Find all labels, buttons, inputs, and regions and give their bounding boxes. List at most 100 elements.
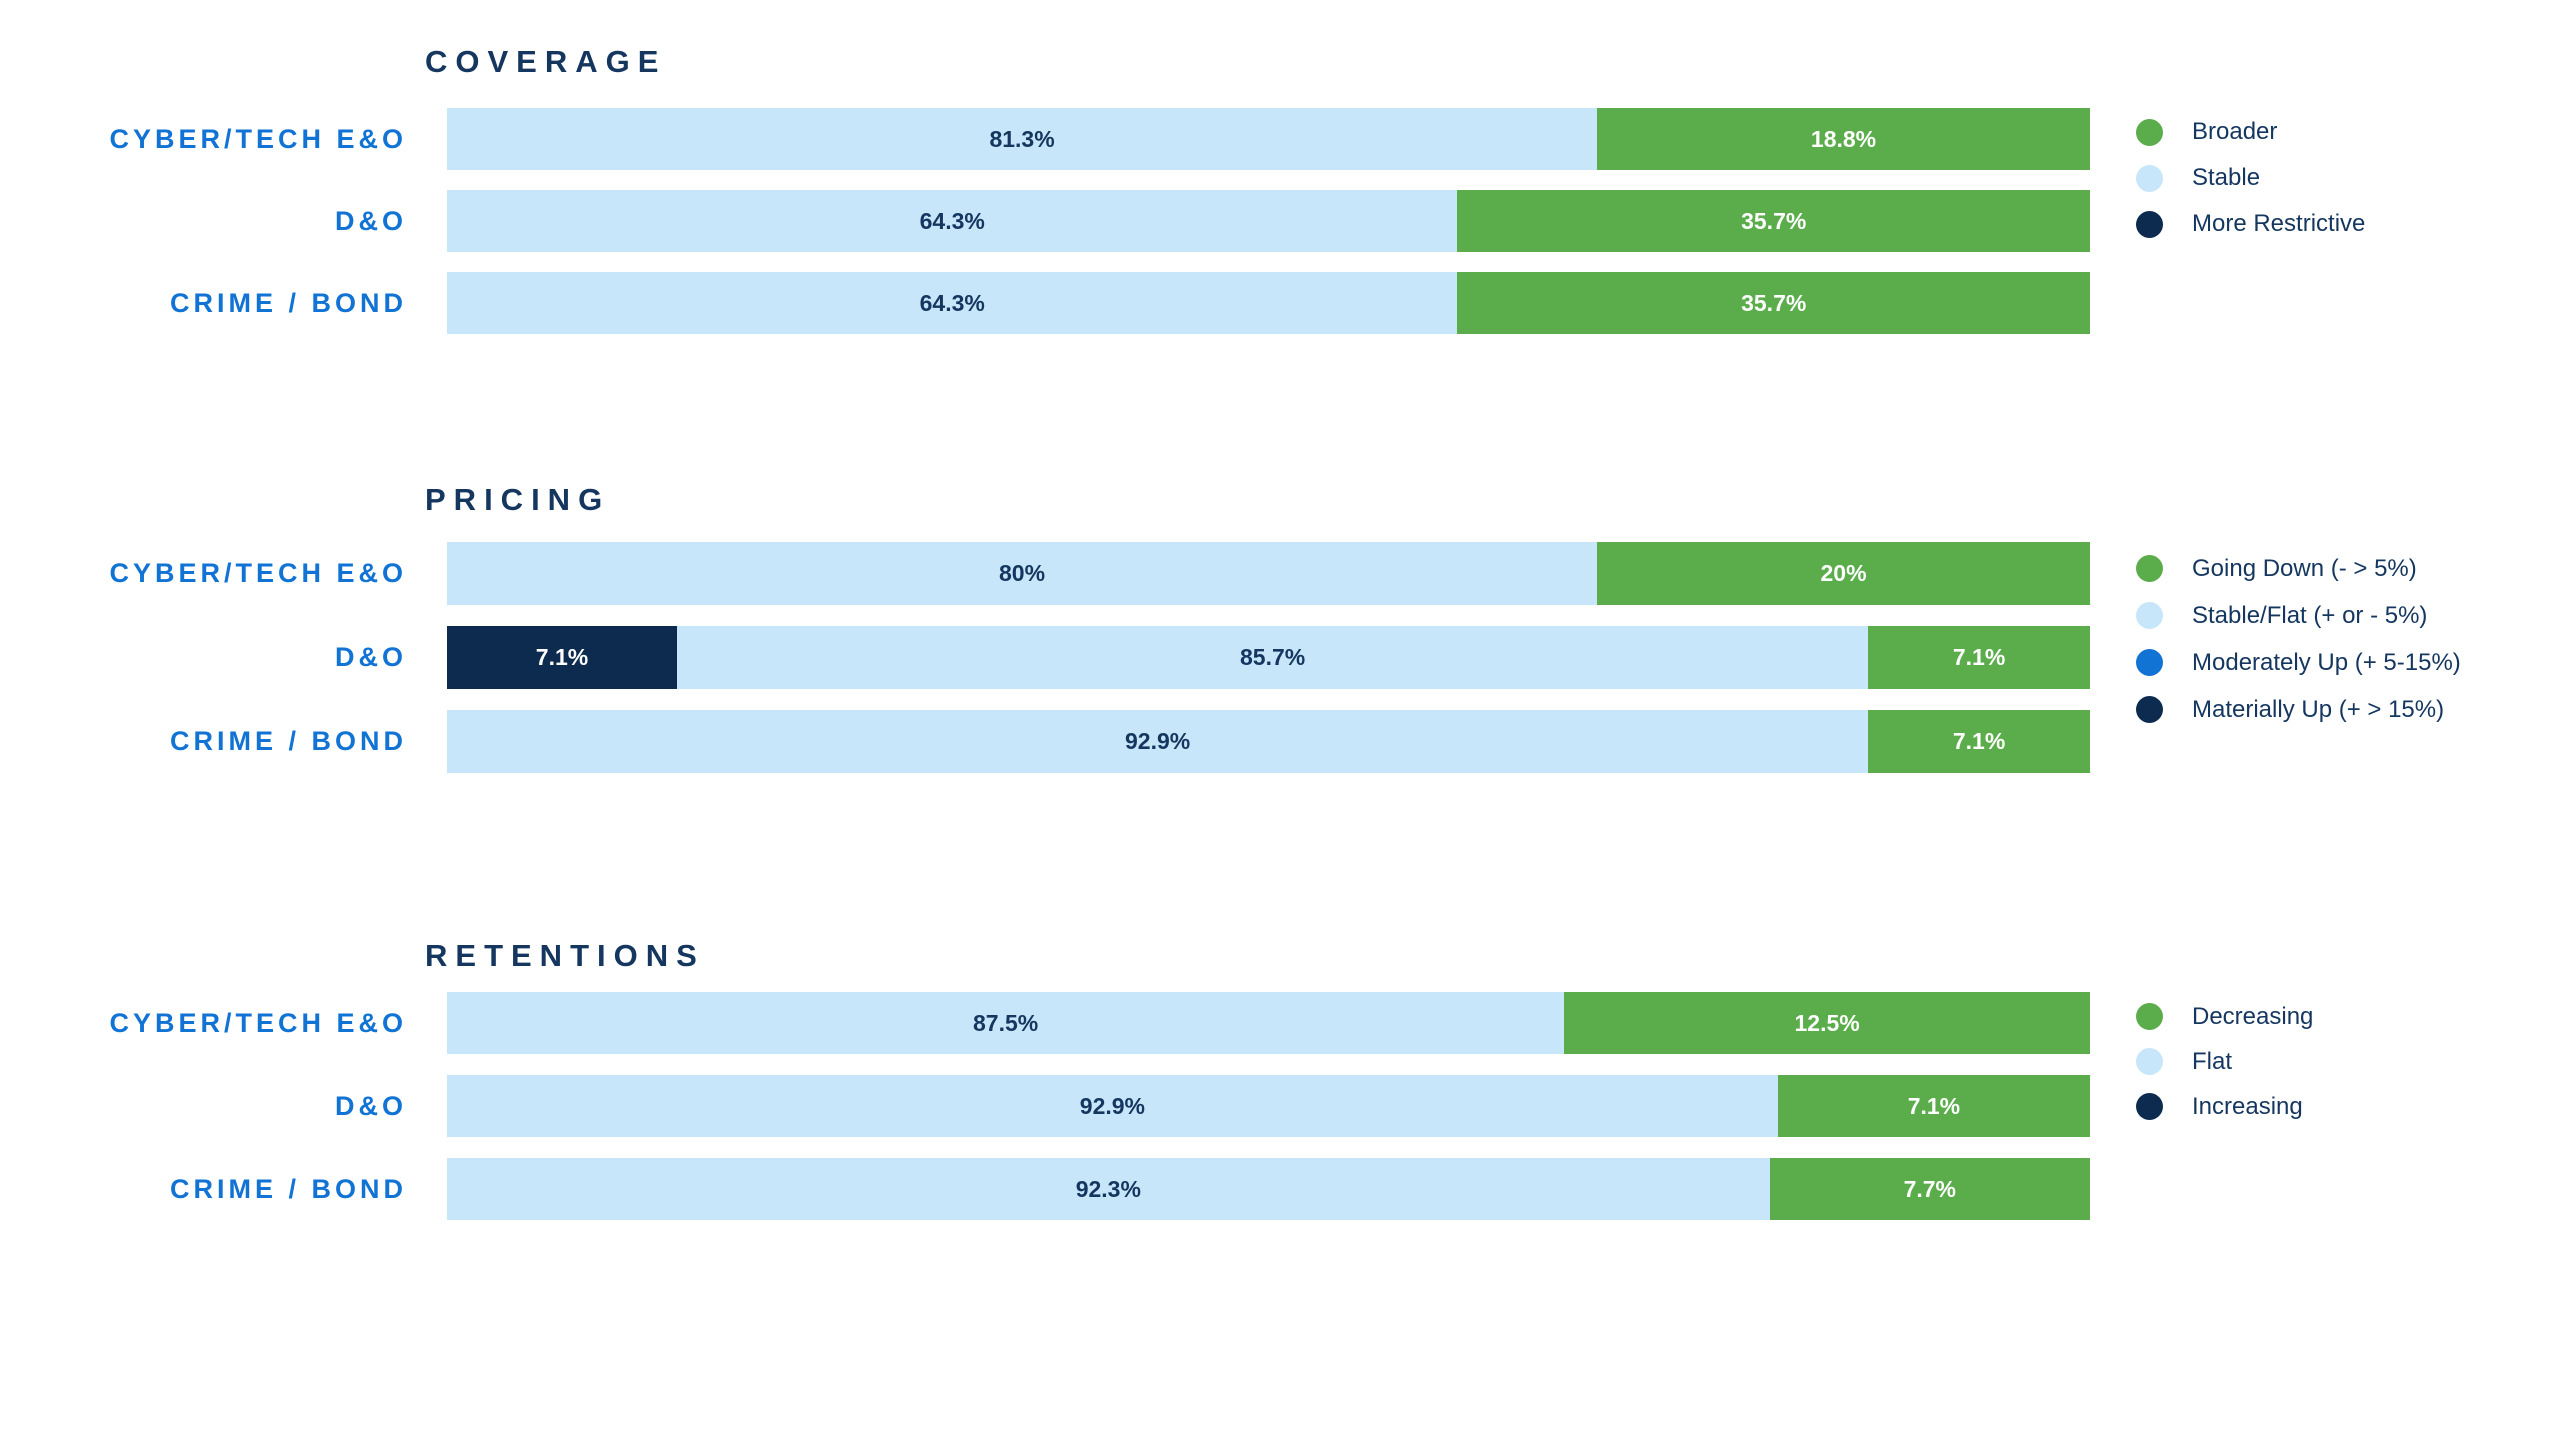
legend-label: Decreasing [2192,1002,2314,1030]
legend-item: Increasing [2136,1084,2313,1129]
legend-item: Stable/Flat (+ or - 5%) [2136,592,2461,639]
legend-label: Going Down (- > 5%) [2192,554,2417,582]
legend-label: More Restrictive [2192,210,2366,237]
legend-label: Materially Up (+ > 15%) [2192,695,2445,723]
category-label: D&O [335,642,407,672]
chart-row: CRIME / BOND 64.3% 35.7% [0,272,2560,334]
stacked-bar: 64.3% 35.7% [447,190,2090,252]
bar-segment-decreasing: 12.5% [1564,992,2090,1054]
bar-segment-value: 7.1% [1952,644,2006,670]
legend-item: Moderately Up (+ 5-15%) [2136,639,2461,686]
bar-segment-value: 20% [1820,560,1867,586]
bar-segment-value: 18.8% [1810,125,1877,152]
bar-segment-value: 81.3% [989,125,1055,152]
stacked-bar: 87.5% 12.5% [447,992,2090,1054]
legend-dot-icon [2136,118,2163,146]
bar-segment-value: 7.1% [1952,728,2006,754]
bar-segment-going-down: 7.1% [1868,626,2090,689]
stacked-bar: 92.9% 7.1% [447,710,2090,773]
legend-item: Stable [2136,155,2365,201]
bar-segment-value: 92.9% [1124,728,1191,754]
bar-segment-stable-flat: 80% [447,542,1598,605]
bar-segment-broader: 35.7% [1457,272,2090,334]
bar-segment-value: 35.7% [1741,289,1807,316]
bar-segment-value: 7.7% [1903,1175,1957,1202]
bar-segment-value: 80% [999,560,1046,586]
bar-segment-flat: 92.9% [447,1075,1778,1137]
bar-segment-flat: 87.5% [447,992,1565,1054]
bar-segment-stable-flat: 85.7% [677,626,1869,689]
bar-segment-value: 64.3% [919,207,985,234]
legend-label: Broader [2192,118,2278,145]
bar-segment-broader: 35.7% [1457,190,2090,252]
legend-dot-icon [2136,696,2163,723]
bar-segment-stable-flat: 92.9% [447,710,1869,773]
bar-segment-value: 7.1% [1907,1092,1961,1119]
legend-label: Increasing [2192,1092,2303,1120]
bar-segment-value: 12.5% [1794,1009,1860,1036]
legend-label: Stable/Flat (+ or - 5%) [2192,601,2428,629]
category-label: CYBER/TECH E&O [109,1007,407,1038]
bar-segment-value: 92.9% [1079,1092,1146,1119]
bar-segment-going-down: 20% [1597,542,2090,605]
category-label: CYBER/TECH E&O [109,558,407,588]
legend-dot-icon [2136,1048,2163,1075]
bar-segment-value: 64.3% [919,289,985,316]
bar-segment-value: 35.7% [1741,207,1807,234]
chart-row: D&O 64.3% 35.7% [0,190,2560,252]
legend-dot-icon [2136,555,2163,582]
bar-segment-stable: 64.3% [447,272,1458,334]
bar-segment-materially-up: 7.1% [447,626,678,689]
stacked-bar: 92.9% 7.1% [447,1075,2090,1137]
category-label: CRIME / BOND [170,287,407,318]
legend-item: Materially Up (+ > 15%) [2136,686,2461,733]
category-label: CYBER/TECH E&O [109,123,407,154]
legend-dot-icon [2136,602,2163,629]
bar-segment-value: 7.1% [535,644,589,670]
bar-segment-stable: 81.3% [447,108,1598,170]
legend-label: Flat [2192,1047,2233,1075]
stacked-bar: 64.3% 35.7% [447,272,2090,334]
chart-row: CYBER/TECH E&O 87.5% 12.5% [0,992,2560,1054]
bar-segment-decreasing: 7.1% [1777,1075,2090,1137]
legend-item: Flat [2136,1039,2313,1084]
bar-segment-going-down: 7.1% [1868,710,2090,773]
bar-segment-value: 92.3% [1075,1175,1141,1202]
bar-segment-stable: 64.3% [447,190,1458,252]
bar-segment-decreasing: 7.7% [1769,1158,2090,1220]
chart-row: D&O 7.1% 85.7% 7.1% [0,626,2560,689]
legend-dot-icon [2136,1003,2163,1030]
stacked-bar: 80% 20% [447,542,2090,605]
legend-pricing: Going Down (- > 5%) Stable/Flat (+ or - … [2136,545,2461,733]
section-title-coverage: COVERAGE [425,44,667,79]
legend-coverage: Broader Stable More Restrictive [2136,109,2365,247]
legend-item: Broader [2136,109,2365,155]
legend-dot-icon [2136,1093,2163,1120]
bar-segment-flat: 92.3% [447,1158,1770,1220]
legend-label: Stable [2192,164,2261,191]
legend-label: Moderately Up (+ 5-15%) [2192,648,2461,676]
legend-dot-icon [2136,164,2163,192]
legend-dot-icon [2136,210,2163,238]
category-label: CRIME / BOND [170,726,407,756]
chart-row: D&O 92.9% 7.1% [0,1075,2560,1137]
chart-row: CRIME / BOND 92.3% 7.7% [0,1158,2560,1220]
legend-item: More Restrictive [2136,201,2365,247]
section-title-pricing: PRICING [425,482,611,517]
stacked-bar: 7.1% 85.7% 7.1% [447,626,2090,689]
category-label: CRIME / BOND [170,1173,407,1204]
stacked-bar: 92.3% 7.7% [447,1158,2090,1220]
legend-retentions: Decreasing Flat Increasing [2136,994,2313,1129]
bar-segment-value: 87.5% [973,1009,1039,1036]
legend-dot-icon [2136,649,2163,676]
chart-row: CYBER/TECH E&O 81.3% 18.8% [0,108,2560,170]
legend-item: Going Down (- > 5%) [2136,545,2461,592]
category-label: D&O [335,1090,407,1121]
chart-row: CYBER/TECH E&O 80% 20% [0,542,2560,605]
bar-segment-broader: 18.8% [1597,108,2090,170]
section-title-retentions: RETENTIONS [425,938,705,973]
stacked-bar: 81.3% 18.8% [447,108,2090,170]
legend-item: Decreasing [2136,994,2313,1039]
chart-row: CRIME / BOND 92.9% 7.1% [0,710,2560,773]
